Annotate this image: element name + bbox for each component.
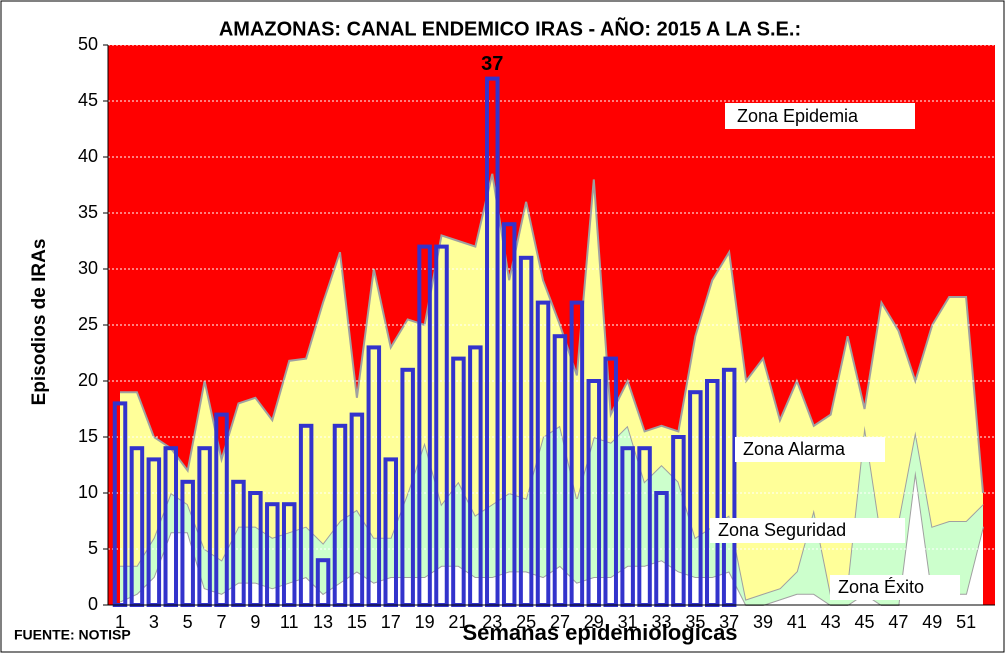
x-axis-label: Semanas epidemiologicas	[462, 620, 737, 645]
y-tick-label: 15	[78, 426, 98, 446]
y-tick-label: 10	[78, 482, 98, 502]
x-tick-label: 45	[855, 612, 875, 632]
x-tick-label: 39	[753, 612, 773, 632]
x-tick-label: 17	[381, 612, 401, 632]
x-tick-label: 21	[448, 612, 468, 632]
annotation: 37	[481, 53, 503, 75]
y-tick-label: 0	[88, 594, 98, 614]
zone-label-box	[735, 437, 885, 462]
x-tick-label: 23	[482, 612, 502, 632]
x-tick-label: 19	[415, 612, 435, 632]
x-tick-label: 51	[956, 612, 976, 632]
zone-label-box	[710, 518, 905, 543]
x-tick-label: 1	[115, 612, 125, 632]
y-tick-label: 20	[78, 370, 98, 390]
x-tick-label: 7	[217, 612, 227, 632]
y-axis-label: Episodios de IRAs	[29, 239, 50, 406]
y-tick-label: 40	[78, 146, 98, 166]
x-tick-label: 29	[584, 612, 604, 632]
x-tick-label: 27	[550, 612, 570, 632]
y-tick-label: 30	[78, 258, 98, 278]
x-tick-label: 33	[651, 612, 671, 632]
x-tick-label: 47	[888, 612, 908, 632]
y-tick-label: 25	[78, 314, 98, 334]
zone-line	[120, 173, 984, 494]
zone-area	[120, 470, 983, 605]
x-tick-label: 15	[347, 612, 367, 632]
y-tick-label: 45	[78, 90, 98, 110]
zone-label-box	[830, 575, 960, 600]
zone-label: Zona Seguridad	[718, 520, 846, 540]
zone-label: Zona Éxito	[838, 577, 924, 597]
zone-label: Zona Epidemia	[737, 106, 859, 126]
x-tick-label: 25	[516, 612, 536, 632]
source: FUENTE: NOTISP	[14, 627, 131, 643]
x-tick-label: 5	[183, 612, 193, 632]
chart-title: AMAZONAS: CANAL ENDEMICO IRAS - AÑO: 201…	[219, 17, 801, 40]
x-tick-label: 31	[618, 612, 638, 632]
x-tick-label: 35	[685, 612, 705, 632]
y-tick-label: 35	[78, 202, 98, 222]
zone-label: Zona Alarma	[743, 439, 846, 459]
x-tick-label: 49	[922, 612, 942, 632]
x-tick-label: 9	[250, 612, 260, 632]
x-tick-label: 37	[719, 612, 739, 632]
x-tick-label: 11	[280, 612, 299, 632]
y-tick-label: 5	[88, 538, 98, 558]
x-tick-label: 3	[149, 612, 159, 632]
x-tick-label: 13	[313, 612, 333, 632]
y-tick-label: 50	[78, 34, 98, 54]
x-tick-label: 41	[787, 612, 807, 632]
zone-label-box	[725, 103, 915, 129]
x-tick-label: 43	[821, 612, 841, 632]
